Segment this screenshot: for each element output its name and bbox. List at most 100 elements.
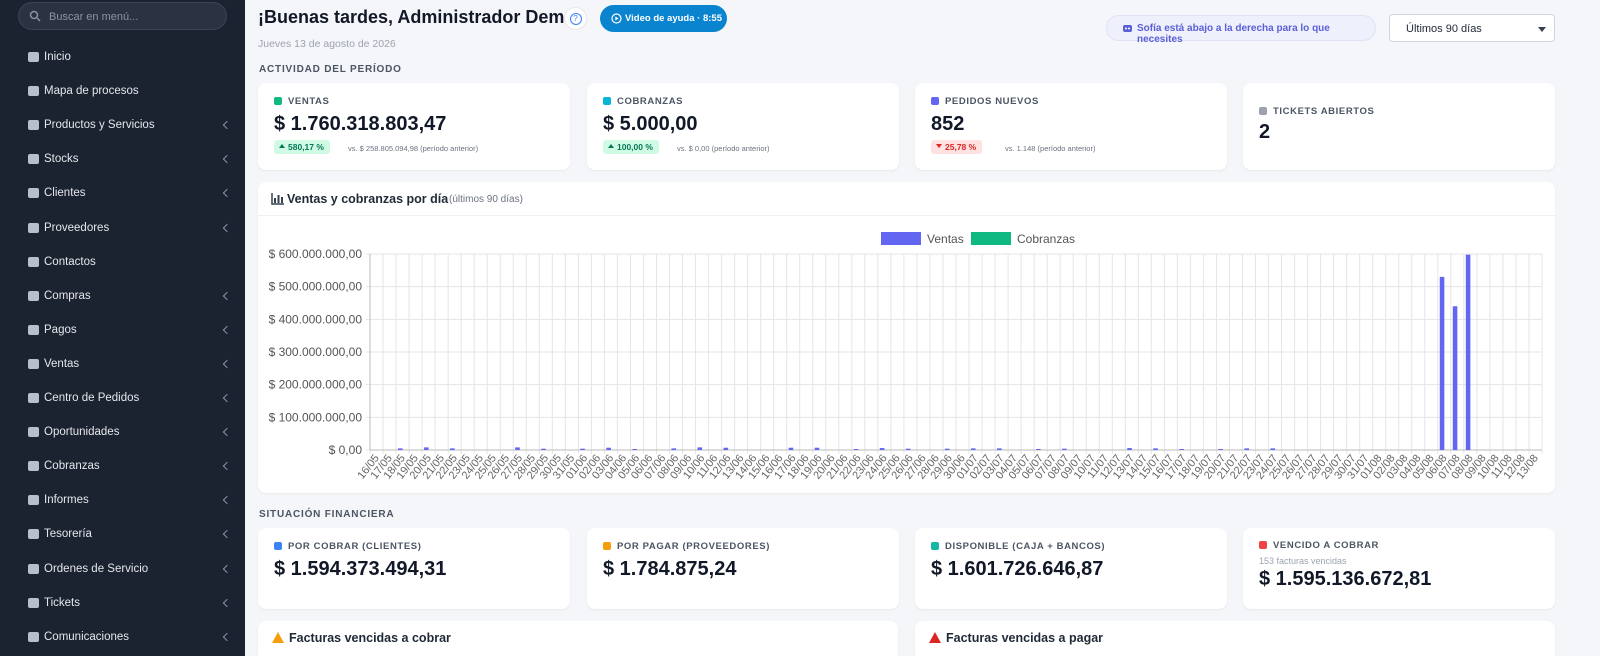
nav-icon <box>28 324 39 335</box>
nav-item[interactable]: Compras <box>28 288 238 308</box>
kpi-dot <box>603 97 611 105</box>
legend-label: Cobranzas <box>1017 232 1075 246</box>
nav-chevron <box>222 427 232 437</box>
nav-chevron <box>222 461 232 471</box>
nav-item[interactable]: Proveedores <box>28 220 238 240</box>
trend-arrow <box>279 144 285 148</box>
bar <box>515 447 520 450</box>
kpi-change: 580,17 % <box>274 140 330 154</box>
chart-title: Ventas y cobranzas por día <box>287 192 449 206</box>
nav-item[interactable]: Contactos <box>28 254 238 274</box>
nav-icon <box>28 154 39 165</box>
nav-icon <box>28 290 39 301</box>
bar <box>944 448 950 450</box>
nav-icon <box>28 86 39 97</box>
nav-item[interactable]: Mapa de procesos <box>28 83 238 103</box>
nav-item[interactable]: Cobranzas <box>28 458 238 478</box>
bar <box>1452 306 1458 450</box>
nav-label: Mapa de procesos <box>44 85 139 98</box>
kpi-dot <box>931 97 939 105</box>
legend-swatch <box>971 232 1011 245</box>
bar <box>424 447 429 450</box>
kpi-comparison: vs. $ 258.805.094,98 (período anterior) <box>348 144 479 153</box>
sidebar: Buscar en menú... Inicio Mapa de procesos… <box>0 0 245 656</box>
bar <box>671 448 677 450</box>
nav-chevron <box>222 155 232 164</box>
nav-label: Stocks <box>44 153 79 166</box>
nav-item[interactable]: Comunicaciones <box>28 629 238 649</box>
nav-label: Oportunidades <box>44 426 120 439</box>
nav-item[interactable]: Tesorería <box>28 526 238 546</box>
kpi-value: 852 <box>931 113 965 135</box>
nav-item[interactable]: Productos y Servicios <box>28 117 238 137</box>
kpi-value: $ 1.595.136.672,81 <box>1259 568 1432 590</box>
bar <box>853 449 859 450</box>
kpi-label: PEDIDOS NUEVOS <box>945 96 1039 107</box>
y-tick-label: $ 500.000.000,00 <box>269 280 363 294</box>
kpi-label: VENTAS <box>288 96 330 107</box>
search-placeholder: Buscar en menú... <box>49 11 139 23</box>
bar <box>697 447 703 450</box>
video-button[interactable]: Video de ayuda · 8:55 <box>600 5 727 32</box>
nav-icon <box>28 358 39 369</box>
nav-chevron <box>222 598 232 607</box>
bar <box>1179 449 1184 450</box>
date: Jueves 13 de agosto de 2026 <box>258 38 396 50</box>
nav-icon <box>28 529 39 540</box>
nav-chevron <box>222 120 232 130</box>
y-tick-label: $ 600.000.000,00 <box>269 247 363 261</box>
nav-item[interactable]: Stocks <box>28 151 238 171</box>
nav-item[interactable]: Tickets <box>28 595 238 615</box>
nav-chevron <box>222 564 232 573</box>
panel: Facturas vencidas a cobrar <box>258 621 898 656</box>
nav-icon <box>28 52 39 62</box>
nav-icon <box>28 631 39 642</box>
kpi-value: 2 <box>1259 121 1271 143</box>
nav-chevron <box>222 189 232 198</box>
kpi-dot <box>931 542 939 550</box>
kpi-comparison: vs. $ 0,00 (período anterior) <box>677 144 770 153</box>
nav-chevron <box>222 496 232 505</box>
nav-item[interactable]: Informes <box>28 492 238 512</box>
nav-icon <box>28 461 39 472</box>
bar <box>1127 448 1132 450</box>
kpi-card: POR PAGAR (PROVEEDORES) $ 1.784.875,24 <box>587 528 899 609</box>
nav-label: Informes <box>44 494 89 507</box>
nav-item[interactable]: Inicio <box>28 49 238 69</box>
nav-item[interactable]: Pagos <box>28 322 238 342</box>
nav-item[interactable]: Clientes <box>28 185 238 205</box>
greeting: ¡Buenas tardes, Administrador Demo! <box>258 7 582 27</box>
bar <box>1218 449 1223 450</box>
period-label: Últimos 90 días <box>1406 23 1482 35</box>
nav-item[interactable]: Oportunidades <box>28 424 238 444</box>
assistant-text: Sofía está abajo a la derecha para lo qu… <box>1137 23 1330 45</box>
nav-chevron <box>222 393 232 403</box>
y-tick-label: $ 200.000.000,00 <box>269 378 363 392</box>
nav-label: Ventas <box>44 357 80 370</box>
nav-chevron <box>222 223 232 232</box>
divider <box>258 215 1555 216</box>
kpi-note: 153 facturas vencidas <box>1259 556 1347 566</box>
nav-item[interactable]: Ventas <box>28 356 238 376</box>
nav-icon <box>28 188 39 199</box>
nav-item[interactable]: Ordenes de Servicio <box>28 561 238 581</box>
nav-chevron <box>222 291 232 300</box>
nav-label: Proveedores <box>44 221 110 234</box>
kpi-dot <box>274 97 282 105</box>
kpi-card: VENCIDO A COBRAR 153 facturas vencidas $ 1… <box>1243 528 1555 609</box>
menu-search[interactable]: Buscar en menú... <box>18 2 227 30</box>
y-tick-label: $ 0,00 <box>329 443 363 457</box>
bar <box>723 447 729 450</box>
bar <box>541 448 546 450</box>
assistant-note: Sofía está abajo a la derecha para lo qu… <box>1106 15 1376 45</box>
nav-label: Comunicaciones <box>44 630 130 643</box>
help-button[interactable]: ? <box>564 7 587 30</box>
nav-label: Tesorería <box>44 528 92 541</box>
nav-label: Ordenes de Servicio <box>44 562 149 575</box>
nav-item[interactable]: Centro de Pedidos <box>28 390 238 410</box>
bar <box>397 448 403 450</box>
kpi-value: $ 1.594.373.494,31 <box>274 558 447 580</box>
nav-label: Inicio <box>44 51 71 63</box>
bar <box>1439 276 1445 450</box>
period-select[interactable]: Últimos 90 días <box>1389 14 1555 42</box>
